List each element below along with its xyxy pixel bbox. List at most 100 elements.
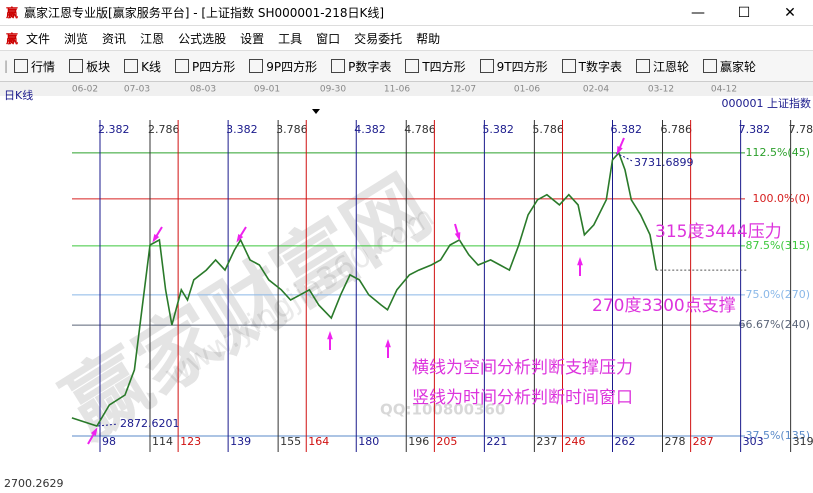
bottom-price: 2700.2629 bbox=[4, 477, 64, 490]
date-label: 12-07 bbox=[450, 85, 476, 95]
chart: 06-02 07-03 08-03 09-01 09-30 11-06 12-07 01-06… bbox=[0, 82, 813, 490]
level-label: 87.5%(315) bbox=[745, 239, 810, 252]
toolbar-label: 板块 bbox=[86, 59, 111, 74]
toolbar-button[interactable]: K线 bbox=[124, 58, 161, 75]
level-label: 37.5%(135) bbox=[745, 429, 810, 442]
date-label: 08-03 bbox=[190, 85, 216, 95]
toolbar-label: P四方形 bbox=[191, 59, 236, 74]
menu-item[interactable]: 窗口 bbox=[316, 31, 341, 46]
toolbar-button[interactable]: P四方形 bbox=[174, 58, 236, 75]
toolbar-button[interactable]: 行情 bbox=[14, 58, 55, 75]
level-label: 100.0%(0) bbox=[752, 192, 810, 205]
date-label: 02-04 bbox=[583, 85, 609, 95]
menu-item[interactable]: 交易委托 bbox=[354, 31, 403, 46]
menu-item[interactable]: 江恩 bbox=[140, 31, 165, 46]
time-line-ratio: 4.382 bbox=[354, 123, 386, 136]
period-label: 日K线 bbox=[4, 88, 33, 102]
date-label: 04-12 bbox=[711, 85, 737, 95]
menu-item[interactable]: 帮助 bbox=[416, 31, 441, 46]
level-label: 112.5%(45) bbox=[745, 146, 810, 159]
date-label: 03-12 bbox=[648, 85, 674, 95]
price-line bbox=[71, 151, 658, 427]
time-line-day: 123 bbox=[180, 435, 201, 448]
toolbar-icon bbox=[479, 59, 494, 73]
time-line-day: 278 bbox=[665, 435, 686, 448]
time-line-day: 164 bbox=[308, 435, 329, 448]
arrow-head bbox=[90, 427, 98, 436]
watermark: QQ:100800360 bbox=[380, 401, 505, 419]
toolbar: | 行情 板块 K线 P四方形 9P四方形 P数字表 T四方形 9T四方形 T数字表 江恩轮 赢家轮 bbox=[0, 51, 813, 82]
time-line-day: 246 bbox=[565, 435, 586, 448]
toolbar-button[interactable]: 9P四方形 bbox=[249, 58, 317, 75]
menu-item[interactable]: 资讯 bbox=[102, 31, 127, 46]
menu-item[interactable]: 浏览 bbox=[64, 31, 89, 46]
menu-bar: 赢 文件 浏览 资讯 江恩 公式选股 设置 工具 窗口 交易委托 帮助 bbox=[0, 26, 813, 51]
time-line-day: 237 bbox=[536, 435, 557, 448]
arrow-head bbox=[152, 234, 160, 243]
toolbar-label: P数字表 bbox=[348, 59, 392, 74]
close-button[interactable]: ✕ bbox=[784, 4, 796, 21]
level-label: 75.0%(270) bbox=[745, 288, 810, 301]
date-label: 09-01 bbox=[254, 85, 280, 95]
time-line-ratio: 2.382 bbox=[98, 123, 130, 136]
time-line-day: 221 bbox=[486, 435, 507, 448]
toolbar-icon bbox=[174, 59, 189, 73]
toolbar-label: 行情 bbox=[31, 59, 56, 74]
time-line-day: 139 bbox=[230, 435, 251, 448]
title-bar: 赢 赢家江恩专业版[赢家服务平台] - [上证指数 SH000001-218日K… bbox=[0, 0, 813, 26]
toolbar-button[interactable]: 江恩轮 bbox=[635, 58, 689, 75]
time-line-ratio: 6.382 bbox=[611, 123, 643, 136]
toolbar-label: K线 bbox=[141, 59, 161, 74]
toolbar-icon bbox=[405, 59, 420, 73]
low-label: 2872.6201 bbox=[120, 417, 180, 430]
toolbar-icon bbox=[14, 59, 29, 73]
toolbar-button[interactable]: 9T四方形 bbox=[479, 58, 548, 75]
time-line-day: 262 bbox=[615, 435, 636, 448]
annotation: 横线为空间分析判断支撑压力 bbox=[412, 358, 633, 378]
time-line-ratio: 6.786 bbox=[661, 123, 693, 136]
time-line-ratio: 5.382 bbox=[482, 123, 514, 136]
toolbar-button[interactable]: 赢家轮 bbox=[703, 58, 756, 75]
toolbar-icon bbox=[635, 59, 650, 73]
toolbar-icon bbox=[249, 59, 264, 73]
menu-item[interactable]: 文件 bbox=[26, 31, 51, 46]
symbol-label: 000001 上证指数 bbox=[722, 96, 812, 110]
menu-item[interactable]: 设置 bbox=[240, 31, 265, 46]
high-label: 3731.6899 bbox=[634, 156, 694, 169]
date-label: 11-06 bbox=[384, 85, 410, 95]
toolbar-label: 9T四方形 bbox=[496, 59, 548, 74]
time-line-ratio: 2.786 bbox=[148, 123, 180, 136]
toolbar-icon bbox=[703, 59, 717, 73]
time-line-day: 287 bbox=[693, 435, 714, 448]
toolbar-icon bbox=[69, 59, 84, 73]
toolbar-button[interactable]: T四方形 bbox=[405, 58, 466, 75]
menu-icon: 赢 bbox=[6, 31, 19, 46]
minimize-button[interactable]: — bbox=[691, 4, 705, 21]
arrow-head bbox=[616, 146, 623, 155]
menu-item[interactable]: 工具 bbox=[278, 31, 303, 46]
time-line-day: 155 bbox=[280, 435, 301, 448]
time-line-ratio: 7.786 bbox=[789, 123, 813, 136]
toolbar-button[interactable]: 板块 bbox=[69, 58, 110, 75]
current-marker bbox=[312, 109, 320, 114]
time-line-day: 319 bbox=[793, 435, 813, 448]
app-icon: 赢 bbox=[6, 6, 19, 20]
time-line-ratio: 3.382 bbox=[226, 123, 258, 136]
toolbar-label: 赢家轮 bbox=[720, 59, 757, 74]
low-leader bbox=[97, 423, 119, 427]
high-leader bbox=[615, 152, 633, 162]
time-line-day: 98 bbox=[102, 435, 116, 448]
toolbar-button[interactable]: P数字表 bbox=[331, 58, 391, 75]
toolbar-icon bbox=[331, 59, 346, 73]
toolbar-label: T数字表 bbox=[578, 59, 622, 74]
toolbar-label: T四方形 bbox=[422, 59, 466, 74]
arrow-head bbox=[236, 234, 244, 243]
date-strip bbox=[0, 82, 813, 96]
toolbar-label: 江恩轮 bbox=[652, 59, 689, 74]
level-label: 66.67%(240) bbox=[738, 318, 810, 331]
time-line-ratio: 3.786 bbox=[276, 123, 308, 136]
maximize-button[interactable]: ☐ bbox=[737, 4, 751, 21]
menu-item[interactable]: 公式选股 bbox=[178, 31, 227, 46]
toolbar-button[interactable]: T数字表 bbox=[561, 58, 622, 75]
